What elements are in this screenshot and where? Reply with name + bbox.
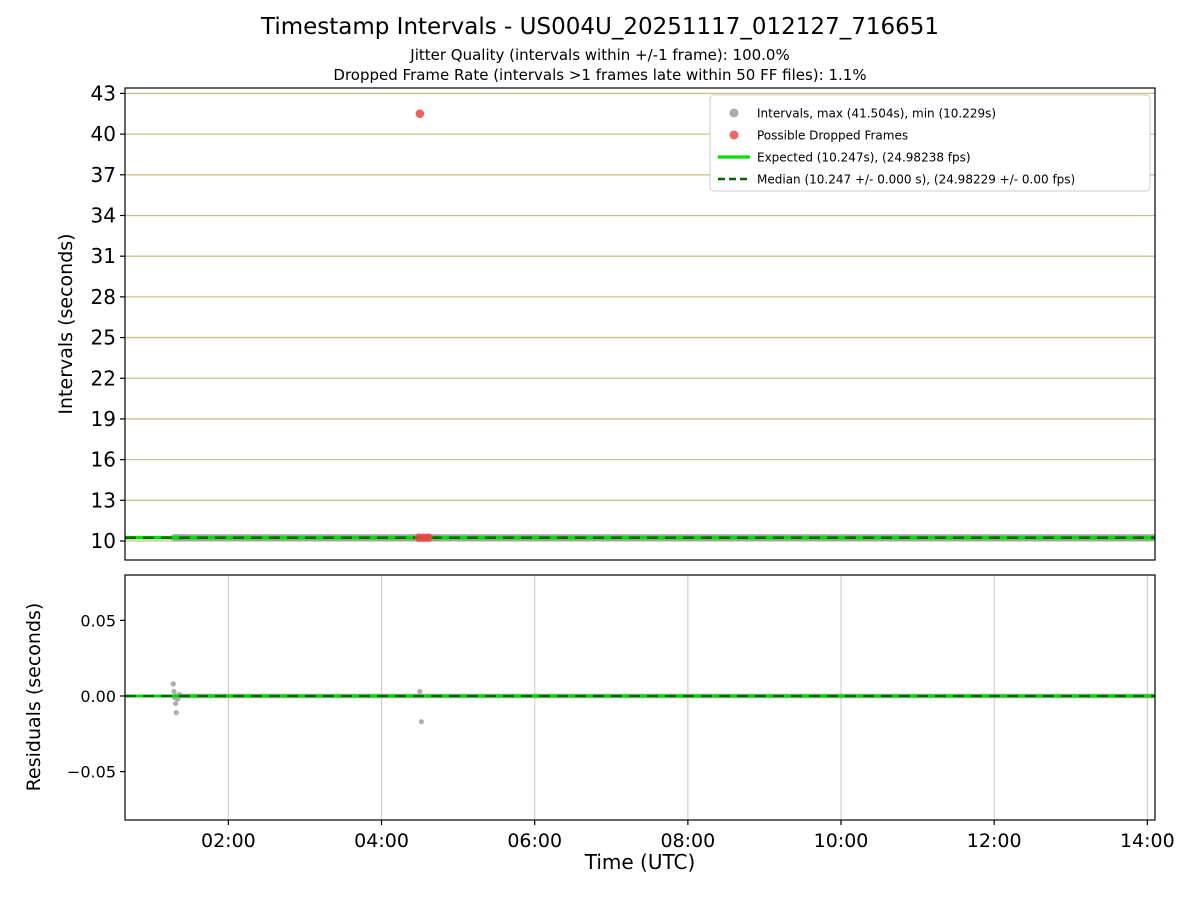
y-tick-label: −0.05	[67, 763, 116, 782]
legend-marker-dot	[729, 130, 739, 140]
residual-point	[173, 710, 179, 716]
y-tick-label: 0.05	[80, 611, 116, 630]
legend: Intervals, max (41.504s), min (10.229s) P…	[709, 94, 1151, 192]
y-tick-label: 43	[91, 81, 116, 105]
residual-point	[418, 719, 424, 725]
subtitle-dropped-frame-rate: Dropped Frame Rate (intervals >1 frames …	[333, 66, 867, 84]
residual-point	[175, 696, 181, 702]
y-tick-label: 40	[91, 122, 116, 146]
x-tick-label: 08:00	[660, 830, 715, 852]
residual-point	[170, 681, 176, 687]
residual-point	[171, 688, 177, 695]
residual-point	[417, 688, 423, 695]
dropped-frame-point	[415, 109, 425, 119]
y-tick-label: 13	[91, 488, 116, 512]
y-tick-label: 22	[91, 366, 116, 390]
x-tick-label: 10:00	[814, 830, 869, 852]
y-tick-label: 34	[91, 203, 116, 227]
dropped-frame-point	[423, 533, 433, 542]
legend-label: Intervals, max (41.504s), min (10.229s)	[757, 107, 996, 121]
y-tick-label: 0.00	[80, 687, 116, 706]
legend-marker-dot	[729, 108, 739, 118]
x-tick-label: 04:00	[354, 830, 409, 852]
time-axis-label: Time (UTC)	[584, 850, 696, 874]
x-tick-label: 06:00	[507, 830, 562, 852]
y-tick-label: 25	[91, 326, 116, 350]
y-tick-label: 28	[91, 285, 116, 309]
subtitle-jitter-quality: Jitter Quality (intervals within +/-1 fr…	[410, 46, 790, 64]
legend-label: Expected (10.247s), (24.98238 fps)	[757, 151, 971, 165]
intervals-plot: 10 13 16 19 22 25 28 31 34 37 40 43	[91, 81, 1156, 561]
y-tick-label: 31	[91, 244, 116, 268]
residual-point	[172, 700, 179, 707]
y-tick-label: 10	[91, 529, 116, 553]
x-tick-label: 02:00	[201, 830, 256, 852]
y-tick-label: 16	[91, 448, 116, 472]
legend-label: Possible Dropped Frames	[757, 129, 908, 143]
x-tick-label: 14:00	[1120, 830, 1175, 852]
chart-title: Timestamp Intervals - US004U_20251117_01…	[260, 14, 940, 40]
residuals-plot: −0.05 0.00 0.05 02:00 04:00 06:00 08:00 10:00 12…	[67, 574, 1175, 852]
residuals-spine	[124, 574, 1156, 821]
y-tick-label: 19	[91, 407, 116, 431]
x-tick-label: 12:00	[967, 830, 1022, 852]
legend-box	[709, 94, 1151, 192]
legend-label: Median (10.247 +/- 0.000 s), (24.98229 +…	[757, 173, 1075, 187]
y-tick-label: 37	[91, 163, 116, 187]
intervals-spine	[124, 87, 1156, 561]
